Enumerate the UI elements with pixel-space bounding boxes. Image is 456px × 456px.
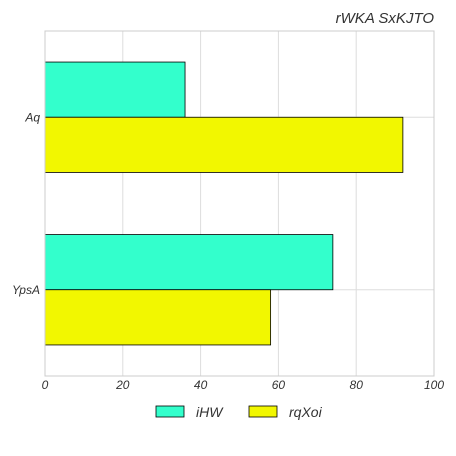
legend-swatch-rqXoi xyxy=(248,405,278,418)
chart-title: rWKA SxKJTO xyxy=(336,10,435,27)
x-tick-label: 100 xyxy=(424,378,444,392)
y-tick-label: YpsA xyxy=(12,283,40,297)
y-tick-label: Aq xyxy=(24,110,40,124)
x-tick-label: 60 xyxy=(272,378,286,392)
y-axis-ticks: Aq YpsA xyxy=(12,110,40,297)
bar-iHW-YpsA xyxy=(44,234,334,291)
bars xyxy=(44,61,404,346)
legend-swatch-iHW xyxy=(155,405,185,418)
bar-rqXoi-Aq xyxy=(44,116,404,173)
x-tick-label: 80 xyxy=(350,378,364,392)
x-tick-label: 40 xyxy=(194,378,208,392)
plot-frame xyxy=(44,30,435,377)
x-tick-label: 0 xyxy=(42,378,49,392)
bar-iHW-Aq xyxy=(44,61,186,118)
legend-label-iHW: iHW xyxy=(196,404,224,420)
legend: iHW rqXoi xyxy=(155,404,323,420)
x-axis-ticks: 0 20 40 60 80 100 xyxy=(42,378,445,392)
legend-label-rqXoi: rqXoi xyxy=(289,404,323,420)
x-tick-label: 20 xyxy=(115,378,130,392)
bar-rqXoi-YpsA xyxy=(44,289,272,346)
